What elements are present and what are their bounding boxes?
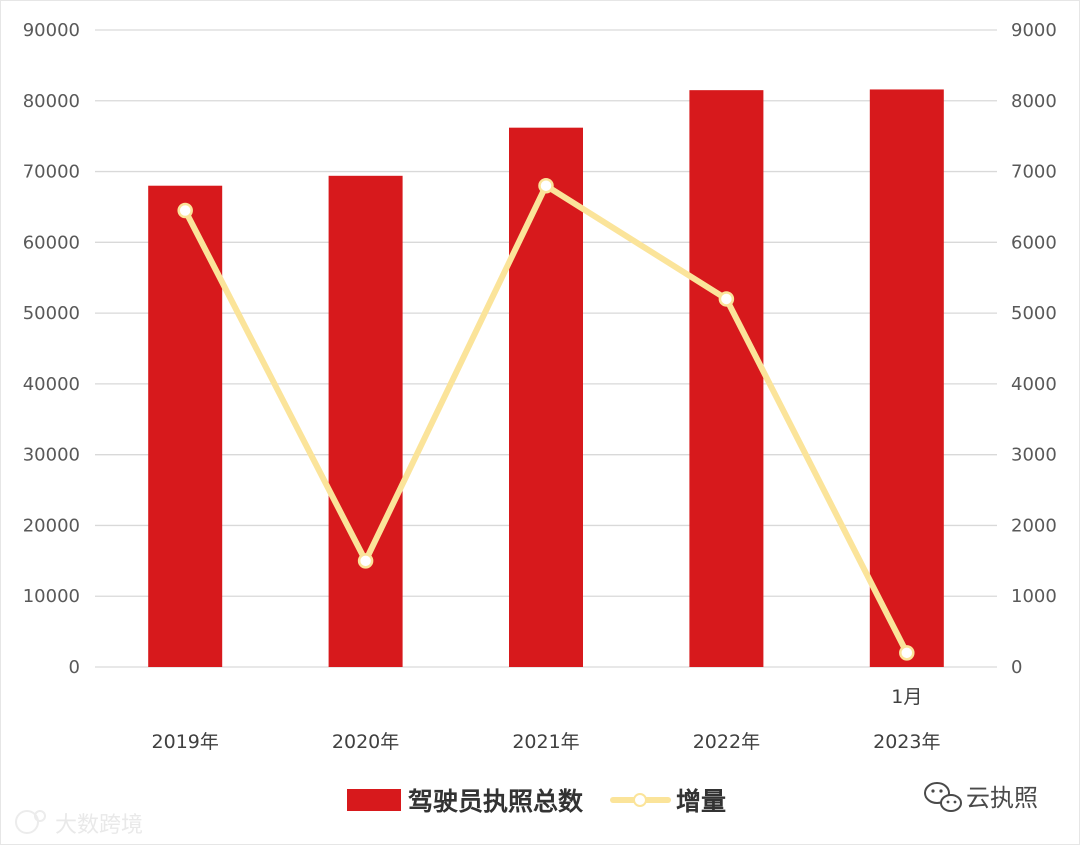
left-axis-ticks: 0 10000 20000 30000 40000 50000 60000 70000 8000… [23, 20, 80, 678]
right-tick-label: 3000 [1011, 445, 1057, 466]
bar-series [148, 89, 944, 668]
bar [148, 185, 223, 667]
watermark-left: 大数跨境 [15, 810, 143, 838]
category-label: 2021年 [512, 731, 579, 753]
left-tick-label: 30000 [23, 445, 80, 466]
right-tick-label: 8000 [1011, 91, 1057, 112]
watermark-right: 云执照 [924, 782, 1038, 812]
gridlines [95, 29, 997, 668]
left-tick-label: 10000 [23, 586, 80, 607]
category-label: 2020年 [332, 731, 399, 753]
line-point [538, 177, 554, 194]
left-tick-label: 0 [69, 657, 80, 678]
left-tick-label: 50000 [23, 303, 80, 324]
legend: 驾驶员执照总数 增量 [347, 787, 726, 816]
line-point [357, 553, 374, 569]
left-tick-label: 20000 [23, 515, 80, 536]
line-point [899, 645, 915, 661]
legend-swatch-bar [347, 789, 401, 811]
right-axis-ticks: 0 1000 2000 3000 4000 5000 6000 7000 8000 9000 [1011, 20, 1057, 678]
right-tick-label: 7000 [1011, 162, 1057, 183]
legend-swatch-marker [633, 793, 647, 807]
right-tick-label: 0 [1011, 657, 1022, 678]
category-label: 2019年 [152, 731, 219, 753]
bar [869, 89, 944, 668]
right-tick-label: 2000 [1011, 515, 1057, 536]
wechat-icon [924, 782, 962, 812]
watermark-right-text: 云执照 [966, 784, 1038, 812]
left-tick-label: 80000 [23, 91, 80, 112]
bar [328, 175, 403, 667]
right-tick-label: 1000 [1011, 586, 1057, 607]
line-point [177, 202, 193, 219]
right-tick-label: 6000 [1011, 232, 1057, 253]
left-tick-label: 70000 [23, 162, 80, 183]
watermark-logo-icon [15, 810, 39, 834]
category-sublabel: 1月 [891, 686, 922, 708]
category-labels: 2019年 2020年 2021年 2022年 2023年 1月 [152, 686, 941, 753]
bar [689, 90, 764, 667]
legend-label-bar: 驾驶员执照总数 [408, 787, 584, 816]
left-tick-label: 90000 [23, 20, 80, 41]
watermark-logo-dot [34, 810, 46, 822]
right-tick-label: 5000 [1011, 303, 1057, 324]
bar [509, 127, 583, 667]
line-point [718, 291, 735, 307]
right-tick-label: 9000 [1011, 20, 1057, 41]
category-label: 2022年 [693, 731, 760, 753]
left-tick-label: 60000 [23, 232, 80, 253]
left-tick-label: 40000 [23, 374, 80, 395]
legend-label-line: 增量 [676, 787, 726, 816]
line-series [177, 177, 915, 661]
right-tick-label: 4000 [1011, 374, 1057, 395]
category-label: 2023年 [873, 731, 940, 753]
watermark-left-text: 大数跨境 [55, 813, 143, 838]
